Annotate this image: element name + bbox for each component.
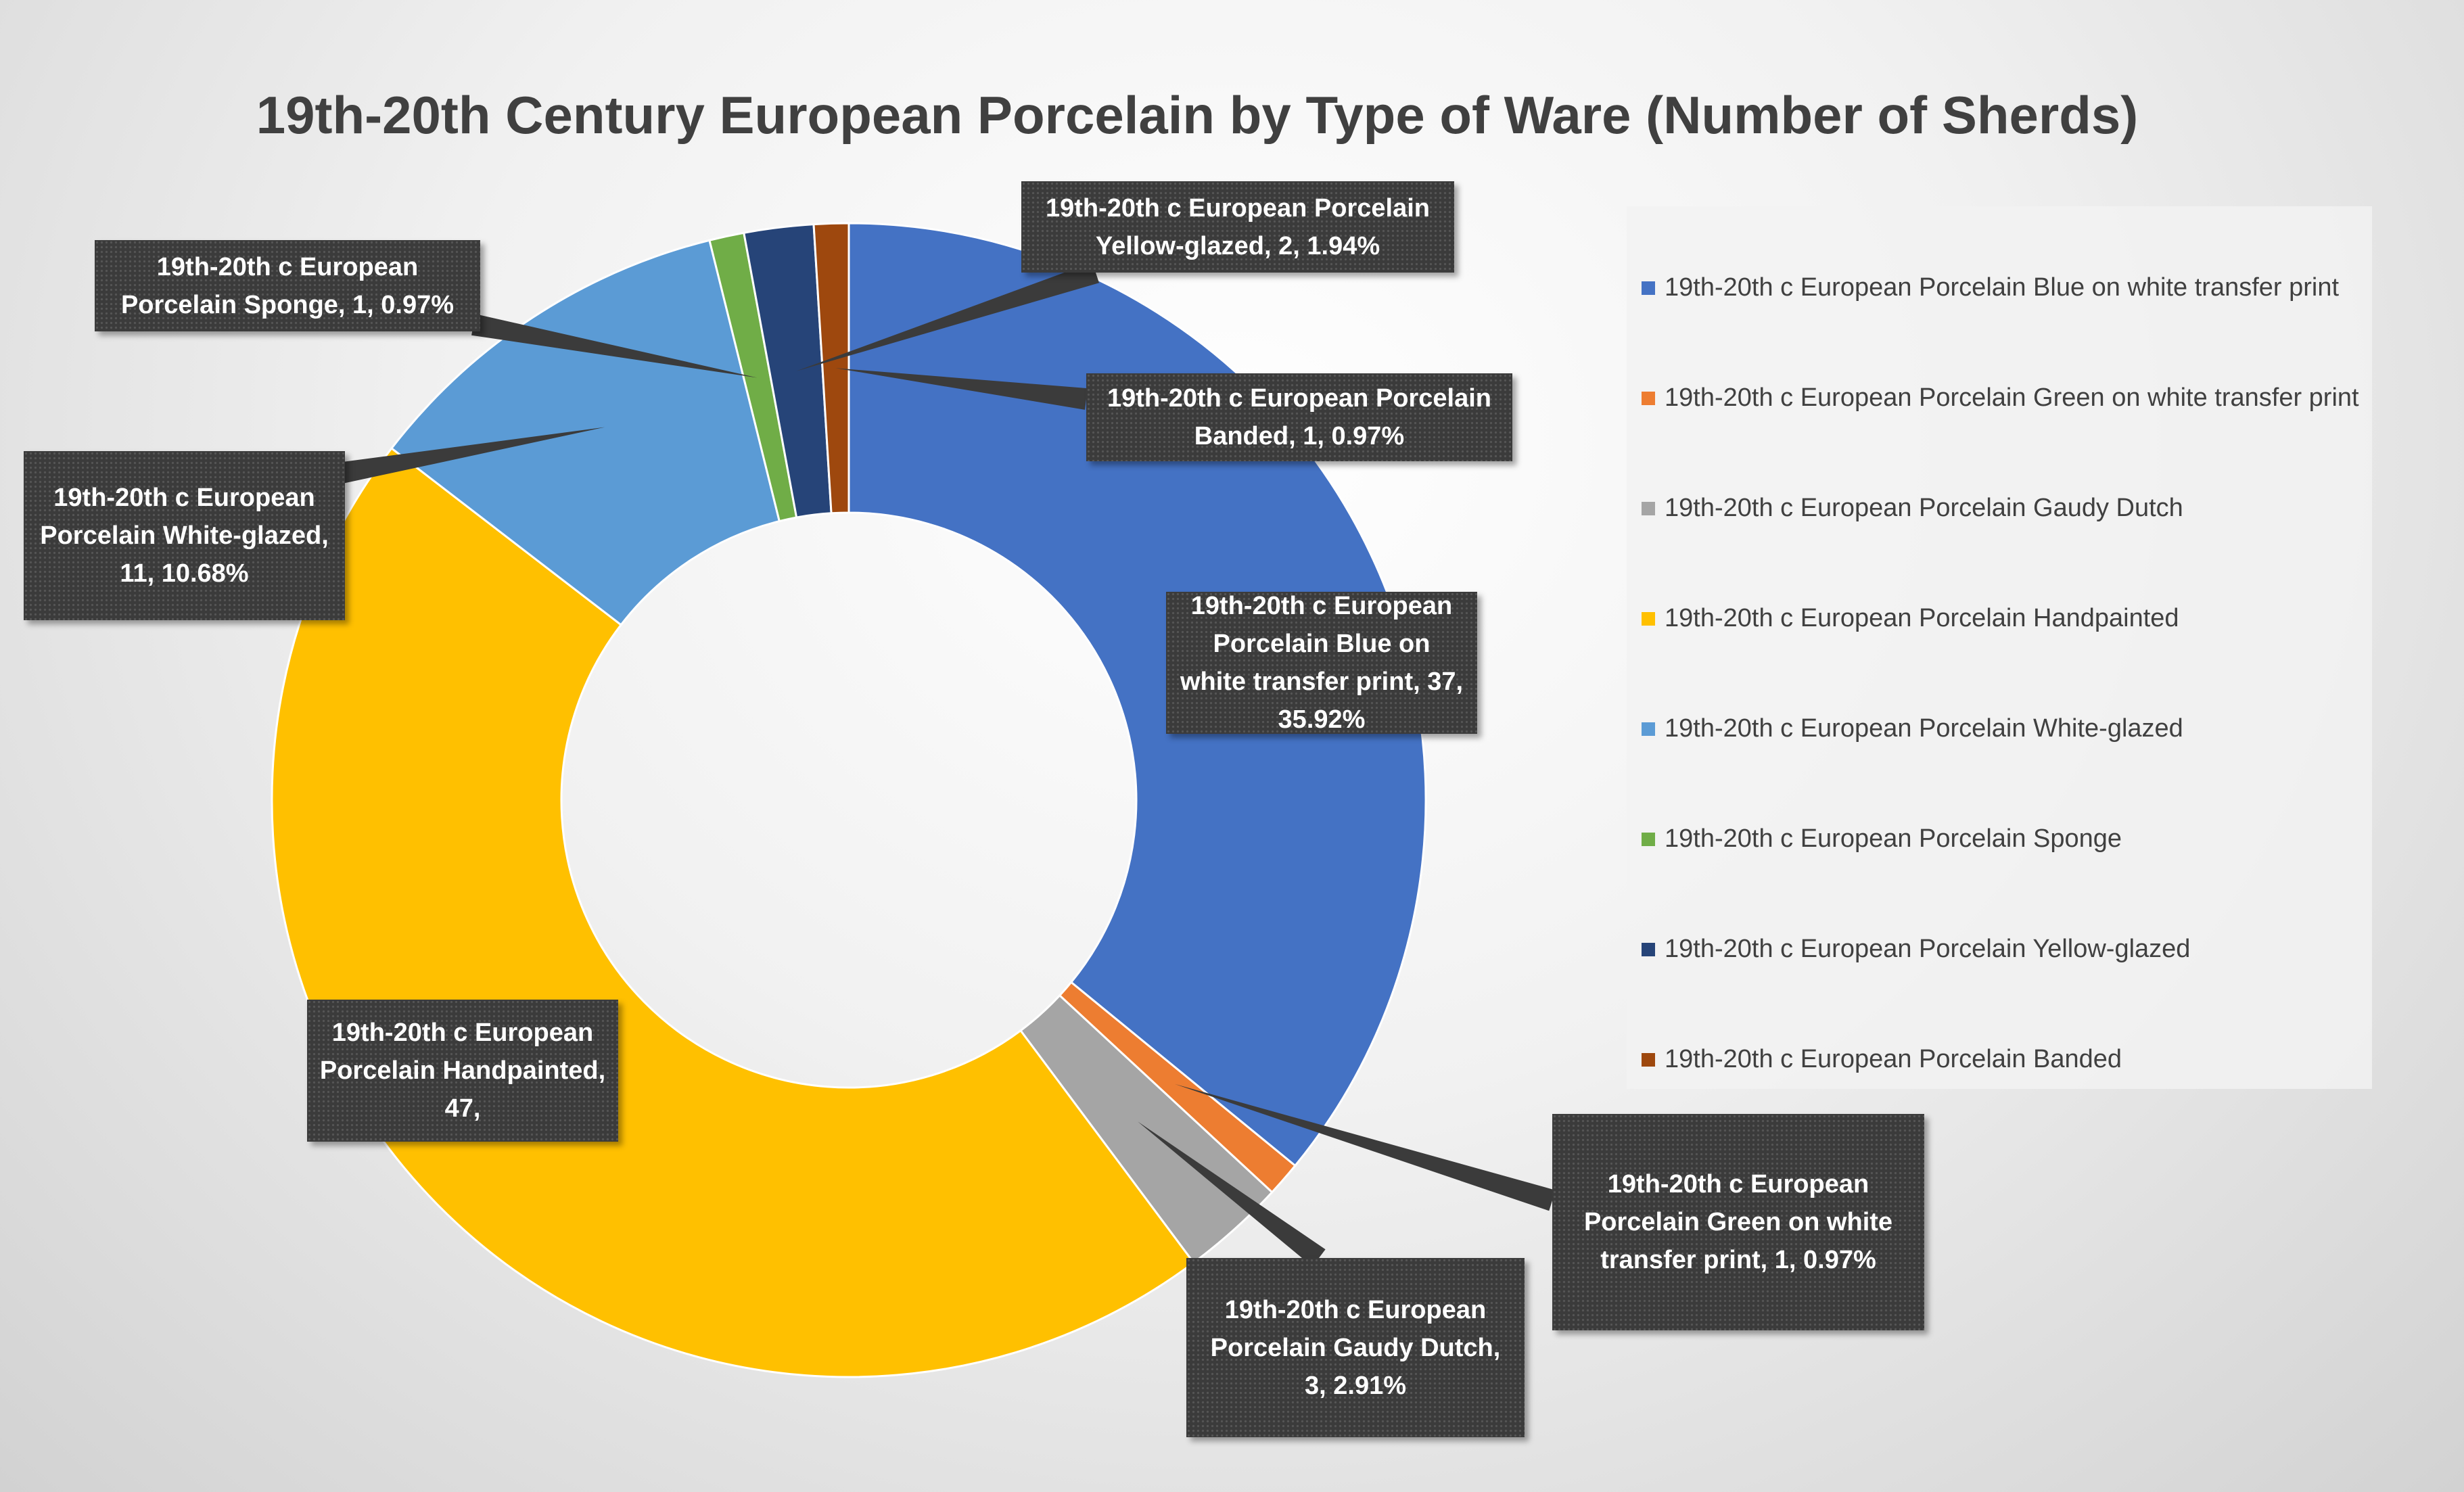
legend-label: 19th-20th c European Porcelain White-gla… <box>1665 714 2183 743</box>
legend-item-green-on-white-transfer-print: 19th-20th c European Porcelain Green on … <box>1627 343 2372 453</box>
legend-label: 19th-20th c European Porcelain Sponge <box>1665 824 2122 853</box>
data-label-white-glazed: 19th-20th c European Porcelain White-gla… <box>24 451 345 620</box>
legend-swatch <box>1642 501 1655 515</box>
legend-swatch <box>1642 942 1655 956</box>
legend-item-blue-on-white-transfer-print: 19th-20th c European Porcelain Blue on w… <box>1627 233 2372 343</box>
data-label-text: 19th-20th c European Porcelain Sponge, 1… <box>120 252 455 319</box>
slice-banded <box>812 222 850 515</box>
leader-line-yellow-glazed <box>796 262 1100 371</box>
legend-item-sponge: 19th-20th c European Porcelain Sponge <box>1627 784 2372 894</box>
data-label-text: 19th-20th c European Porcelain Blue on w… <box>1180 592 1464 734</box>
data-label-gaudy-dutch: 19th-20th c European Porcelain Gaudy Dut… <box>1186 1258 1525 1437</box>
legend-label: 19th-20th c European Porcelain Gaudy Dut… <box>1665 494 2183 522</box>
legend-label: 19th-20th c European Porcelain Yellow-gl… <box>1665 935 2191 963</box>
legend-label: 19th-20th c European Porcelain Banded <box>1665 1045 2122 1073</box>
legend-swatch <box>1642 391 1655 405</box>
legend-item-handpainted: 19th-20th c European Porcelain Handpaint… <box>1627 563 2372 674</box>
legend-swatch <box>1642 1052 1655 1067</box>
data-label-handpainted: 19th-20th c European Porcelain Handpaint… <box>307 1000 618 1142</box>
legend-item-yellow-glazed: 19th-20th c European Porcelain Yellow-gl… <box>1627 894 2372 1004</box>
legend-label: 19th-20th c European Porcelain Green on … <box>1665 383 2359 412</box>
data-label-sponge: 19th-20th c European Porcelain Sponge, 1… <box>95 240 480 331</box>
data-label-text: 19th-20th c European Porcelain Handpaint… <box>319 1019 606 1123</box>
legend-label: 19th-20th c European Porcelain Handpaint… <box>1665 604 2179 632</box>
data-label-blue-on-white-transfer-print: 19th-20th c European Porcelain Blue on w… <box>1166 592 1477 734</box>
legend-swatch <box>1642 722 1655 736</box>
legend-item-banded: 19th-20th c European Porcelain Banded <box>1627 1004 2372 1115</box>
data-label-text: 19th-20th c European Porcelain White-gla… <box>40 484 329 588</box>
leader-line-gaudy-dutch <box>1138 1121 1326 1267</box>
legend-item-white-glazed: 19th-20th c European Porcelain White-gla… <box>1627 674 2372 784</box>
legend-item-gaudy-dutch: 19th-20th c European Porcelain Gaudy Dut… <box>1627 453 2372 563</box>
chart-legend: 19th-20th c European Porcelain Blue on w… <box>1627 206 2372 1089</box>
slice-handpainted <box>271 446 1195 1378</box>
data-label-text: 19th-20th c European Porcelain Green on … <box>1583 1170 1893 1274</box>
data-label-text: 19th-20th c European Porcelain Yellow-gl… <box>1045 193 1431 260</box>
data-label-text: 19th-20th c European Porcelain Gaudy Dut… <box>1210 1295 1501 1400</box>
data-label-banded: 19th-20th c European Porcelain Banded, 1… <box>1086 373 1512 461</box>
leader-line-sponge <box>471 314 758 378</box>
leader-line-banded <box>835 368 1088 410</box>
slice-white-glazed <box>390 239 781 626</box>
data-label-green-on-white-transfer-print: 19th-20th c European Porcelain Green on … <box>1552 1114 1924 1330</box>
data-label-yellow-glazed: 19th-20th c European Porcelain Yellow-gl… <box>1021 181 1454 273</box>
legend-swatch <box>1642 281 1655 295</box>
legend-swatch <box>1642 611 1655 626</box>
legend-label: 19th-20th c European Porcelain Blue on w… <box>1665 273 2340 302</box>
leader-line-green-on-white-transfer-print <box>1174 1083 1556 1211</box>
chart-title: 19th-20th Century European Porcelain by … <box>256 85 2139 145</box>
leader-line-white-glazed <box>336 427 605 484</box>
legend-swatch <box>1642 832 1655 846</box>
data-label-text: 19th-20th c European Porcelain Banded, 1… <box>1107 384 1492 450</box>
